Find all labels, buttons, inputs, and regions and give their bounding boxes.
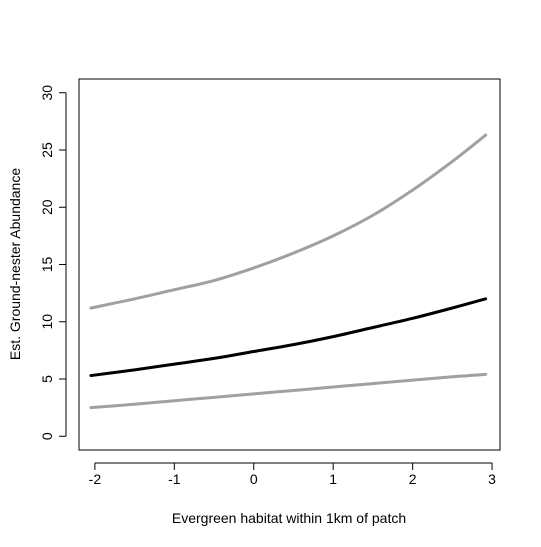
estimate-line [89,297,488,378]
x-axis-label: Evergreen habitat within 1km of patch [172,510,406,526]
y-tick-label: 25 [39,142,55,158]
x-tick-label: 3 [488,471,496,487]
y-tick-label: 10 [39,314,55,330]
x-tick-label: 2 [409,471,417,487]
upper-bound-line [89,133,488,310]
series-layer [89,133,488,410]
y-tick-label: 15 [39,257,55,273]
x-tick-label: 1 [329,471,337,487]
y-axis-label: Est. Ground-nester Abundance [7,168,23,360]
plot-frame [78,78,501,451]
y-tick-label: 30 [39,85,55,101]
lower-bound-line [89,372,488,410]
x-tick-label: -2 [89,471,102,487]
y-tick-label: 0 [39,432,55,440]
x-tick-label: -1 [168,471,181,487]
x-tick-label: 0 [250,471,258,487]
y-tick-label: 5 [39,375,55,383]
y-tick-label: 20 [39,199,55,215]
